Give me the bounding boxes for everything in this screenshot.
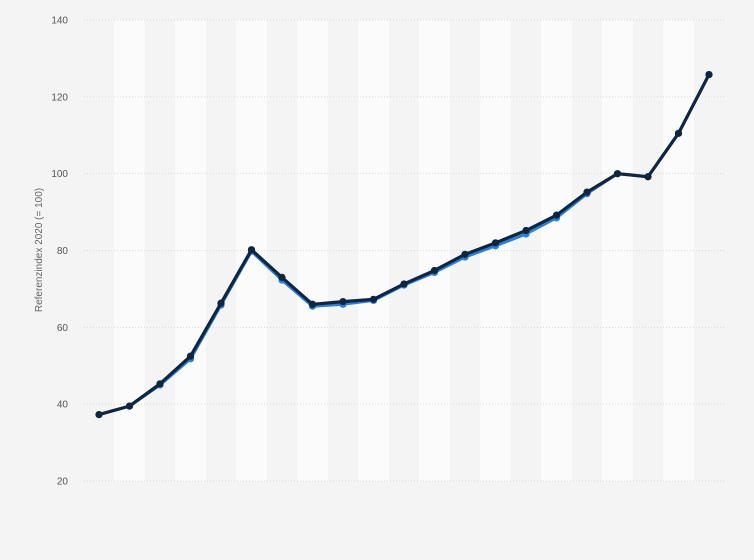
y-axis-title: Referenzindex 2020 (= 100)	[34, 188, 45, 312]
data-point[interactable]	[430, 266, 439, 275]
data-point[interactable]	[705, 70, 713, 79]
series-layer	[95, 70, 713, 419]
data-point[interactable]	[552, 211, 561, 219]
data-point[interactable]	[156, 380, 164, 388]
data-point[interactable]	[583, 188, 591, 196]
data-point[interactable]	[247, 246, 256, 254]
data-point[interactable]	[522, 226, 530, 235]
y-tick-label: 140	[51, 16, 68, 27]
y-tick-label: 120	[51, 92, 68, 103]
data-point[interactable]	[125, 402, 134, 410]
data-point[interactable]	[613, 170, 622, 178]
data-point[interactable]	[278, 273, 286, 281]
data-point[interactable]	[674, 129, 683, 137]
y-tick-label: 80	[57, 246, 69, 257]
y-tick-label: 100	[51, 169, 68, 180]
data-point[interactable]	[339, 297, 347, 306]
y-axis-ticks: 20 40 60 80 100 120 140	[51, 16, 68, 488]
data-point[interactable]	[400, 280, 408, 288]
data-point[interactable]	[308, 300, 317, 308]
data-point[interactable]	[461, 250, 469, 258]
y-tick-label: 60	[57, 323, 69, 334]
data-point[interactable]	[95, 410, 103, 419]
y-tick-label: 20	[57, 477, 69, 488]
data-point[interactable]	[369, 295, 378, 303]
data-point[interactable]	[217, 299, 225, 307]
series-2	[95, 70, 713, 419]
y-tick-label: 40	[57, 400, 69, 411]
data-point[interactable]	[491, 239, 500, 247]
data-point[interactable]	[186, 352, 195, 360]
data-point[interactable]	[644, 173, 652, 181]
